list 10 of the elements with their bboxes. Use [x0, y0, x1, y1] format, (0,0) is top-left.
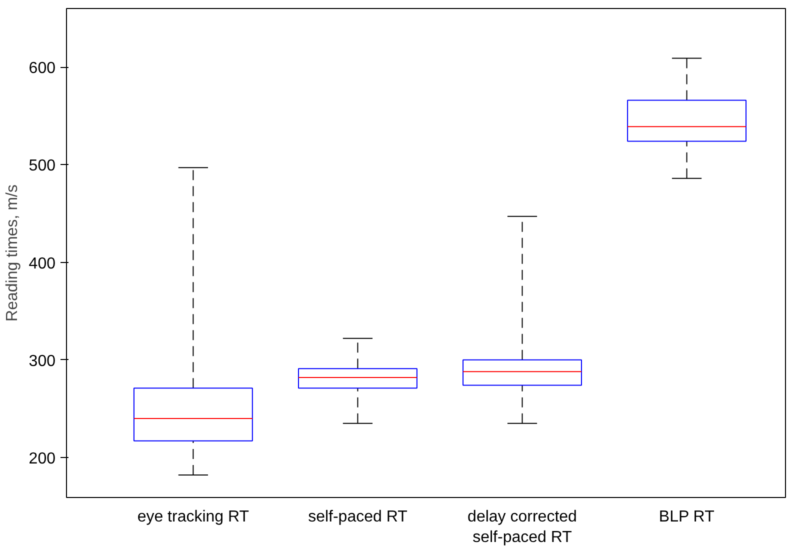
x-tick-label: eye tracking RT: [137, 508, 250, 526]
y-tick-label: 200: [28, 450, 56, 468]
x-tick-label: self-paced RT: [308, 508, 408, 526]
y-axis-title: Reading times, m/s: [4, 184, 21, 322]
x-tick-label: BLP RT: [658, 508, 715, 526]
y-tick-label: 500: [28, 158, 56, 175]
x-tick-label: delay corrected self-paced RT: [468, 508, 577, 546]
y-tick-label: 300: [28, 352, 56, 370]
y-tick-label: 600: [28, 60, 56, 78]
y-tick-label: 400: [28, 255, 56, 272]
